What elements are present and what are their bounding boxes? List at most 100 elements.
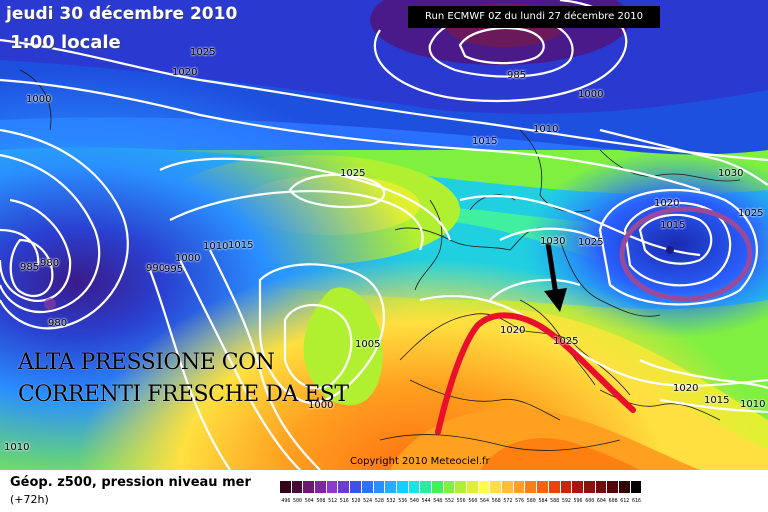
legend-value: 596 — [573, 498, 583, 504]
legend-value: 520 — [351, 498, 361, 504]
legend-value: 508 — [316, 498, 326, 504]
isobar-label: 1010 — [740, 399, 766, 410]
isobar-label: 1020 — [673, 383, 699, 394]
legend-value: 608 — [608, 498, 618, 504]
isobar-label: 985 — [507, 70, 527, 81]
legend-swatch — [443, 481, 456, 493]
isobar-label: 1020 — [500, 325, 526, 336]
legend-swatch — [467, 481, 479, 493]
isobar-label: 985 — [20, 262, 40, 273]
isobar-label: 1030 — [718, 168, 744, 179]
isobar-label: 1010 — [203, 241, 229, 252]
legend-swatch — [525, 481, 538, 493]
legend-value: 536 — [398, 498, 408, 504]
isobar-label: 1025 — [578, 237, 604, 248]
isobar-label: 1020 — [654, 198, 680, 209]
forecast-date: jeudi 30 décembre 2010 — [6, 4, 238, 24]
legend-swatch — [338, 481, 351, 493]
legend-swatch — [490, 481, 503, 493]
isobar-label: 1015 — [228, 240, 254, 251]
color-scale — [280, 481, 643, 493]
legend-value: 548 — [433, 498, 443, 504]
legend-swatch — [572, 481, 584, 493]
legend-swatch — [373, 481, 386, 493]
legend-value: 544 — [421, 498, 431, 504]
legend-value: 592 — [561, 498, 571, 504]
legend-swatch — [291, 481, 304, 493]
legend-swatch — [431, 481, 444, 493]
legend-swatch — [361, 481, 374, 493]
legend-swatch — [303, 481, 316, 493]
legend-value: 528 — [374, 498, 384, 504]
copyright-notice: Copyright 2010 Meteociel.fr — [350, 456, 490, 467]
legend-swatch — [326, 481, 339, 493]
legend-value: 616 — [631, 498, 641, 504]
legend-value: 556 — [456, 498, 466, 504]
isobar-label: 1015 — [704, 395, 730, 406]
legend-swatch — [618, 481, 631, 493]
isobar-label: 1010 — [4, 442, 30, 453]
legend-value: 612 — [620, 498, 630, 504]
legend-swatch — [502, 481, 514, 493]
legend-swatch — [583, 481, 596, 493]
isobar-label: 1020 — [172, 67, 198, 78]
isobar-label: 1010 — [533, 124, 559, 135]
legend-value: 504 — [304, 498, 314, 504]
legend-value: 524 — [363, 498, 373, 504]
legend-value: 532 — [386, 498, 396, 504]
color-scale-labels: 496 500 504 508 512 516 520 524 528 532 536 540 544 5… — [280, 498, 642, 504]
isobar-label: 995 — [164, 264, 184, 275]
legend-value: 604 — [596, 498, 606, 504]
lead-time-label: (+72h) — [10, 493, 49, 506]
legend-swatch — [280, 481, 292, 493]
isobar-label: 1000 — [26, 94, 52, 105]
isobar-label: 1025 — [190, 47, 216, 58]
isobar-label: 1000 — [308, 400, 334, 411]
isobar-label: 980 — [48, 318, 68, 329]
isobar-label: 1015 — [660, 220, 686, 231]
legend-swatch — [420, 481, 432, 493]
isobar-label: 1030 — [540, 236, 566, 247]
legend-value: 588 — [550, 498, 560, 504]
isobar-label: 1025 — [553, 336, 579, 347]
legend-value: 568 — [491, 498, 501, 504]
legend-value: 580 — [526, 498, 536, 504]
annotation-line-2: CORRENTI FRESCHE DA EST — [18, 382, 349, 407]
legend-value: 564 — [480, 498, 490, 504]
model-run-info: Run ECMWF 0Z du lundi 27 décembre 2010 — [408, 6, 660, 28]
legend-value: 516 — [339, 498, 349, 504]
isobar-label: 1015 — [472, 136, 498, 147]
isobar-label: 1025 — [340, 168, 366, 179]
legend-swatch — [408, 481, 421, 493]
isobar-label: 990 — [146, 263, 166, 274]
legend-swatch — [315, 481, 327, 493]
legend-value: 576 — [515, 498, 525, 504]
isobar-label: 1025 — [738, 208, 764, 219]
annotation-line-1: ALTA PRESSIONE CON — [18, 350, 275, 375]
parameter-label: Géop. z500, pression niveau mer — [10, 475, 251, 490]
legend-swatch — [548, 481, 561, 493]
legend-swatch — [455, 481, 467, 493]
legend-swatch — [396, 481, 409, 493]
legend-value: 496 — [281, 498, 291, 504]
legend-swatch — [513, 481, 526, 493]
legend-value: 512 — [328, 498, 338, 504]
legend-value: 500 — [293, 498, 303, 504]
legend-value: 584 — [538, 498, 548, 504]
legend-swatch — [560, 481, 573, 493]
isobar-label: 1000 — [578, 89, 604, 100]
legend-value: 540 — [409, 498, 419, 504]
forecast-local-time: 1:00 locale — [10, 32, 121, 53]
legend-value: 600 — [585, 498, 595, 504]
legend-swatch — [595, 481, 608, 493]
legend-swatch — [478, 481, 491, 493]
isobar-label: 980 — [40, 258, 60, 269]
isobar-label: 1000 — [175, 253, 201, 264]
legend-swatch — [607, 481, 619, 493]
legend-value: 572 — [503, 498, 513, 504]
legend-swatch — [537, 481, 549, 493]
isobar-label: 1005 — [355, 339, 381, 350]
legend-value: 552 — [444, 498, 454, 504]
legend-swatch — [385, 481, 397, 493]
legend-swatch — [350, 481, 362, 493]
